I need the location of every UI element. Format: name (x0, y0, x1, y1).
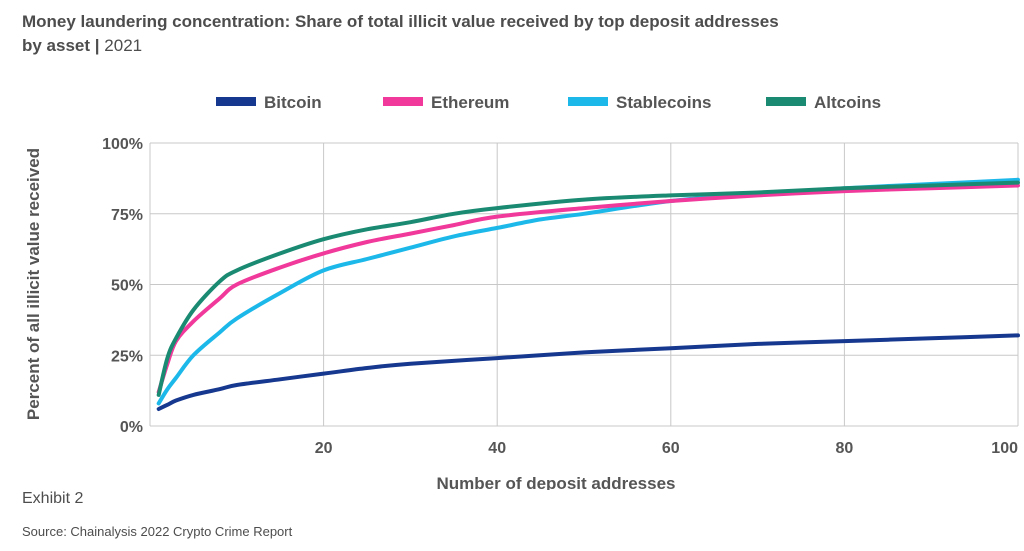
legend-label-altcoins: Altcoins (814, 93, 881, 112)
legend-swatch-bitcoin (216, 97, 256, 106)
x-tick-label: 80 (836, 440, 854, 457)
exhibit-label: Exhibit 2 (22, 490, 84, 507)
legend-swatch-ethereum (383, 97, 423, 106)
legend-label-bitcoin: Bitcoin (264, 93, 322, 112)
chart-title-separator: | (94, 36, 100, 55)
legend-label-ethereum: Ethereum (431, 93, 509, 112)
x-tick-label: 20 (315, 440, 333, 457)
legend-label-stablecoins: Stablecoins (616, 93, 711, 112)
x-tick-label: 40 (488, 440, 506, 457)
y-axis-label: Percent of all illicit value received (24, 148, 43, 420)
legend-swatch-altcoins (766, 97, 806, 106)
y-axis: 0% 25% 50% 75% 100% (102, 136, 143, 436)
x-axis: 20 40 60 80 100 (315, 440, 1018, 457)
series-line-altcoins (156, 180, 1020, 397)
y-tick-label: 100% (102, 136, 143, 153)
x-tick-label: 100 (991, 440, 1018, 457)
legend-swatch-stablecoins (568, 97, 608, 106)
y-tick-label: 75% (111, 207, 143, 224)
x-axis-label: Number of deposit addresses (436, 474, 675, 490)
series-line-ethereum (156, 183, 1020, 394)
y-tick-label: 50% (111, 278, 143, 295)
source-note: Source: Chainalysis 2022 Crypto Crime Re… (22, 524, 293, 539)
series-lines (156, 177, 1020, 411)
y-tick-label: 0% (120, 419, 143, 436)
chart-title-year: 2021 (104, 36, 143, 55)
chart-title: Money laundering concentration: Share of… (22, 10, 782, 58)
legend: Bitcoin Ethereum Stablecoins Altcoins (216, 93, 881, 112)
series-line-bitcoin (156, 333, 1020, 411)
line-chart: Bitcoin Ethereum Stablecoins Altcoins 20 40 6… (24, 93, 1020, 490)
x-tick-label: 60 (662, 440, 680, 457)
y-tick-label: 25% (111, 348, 143, 365)
chart-title-main: Money laundering concentration: Share of… (22, 12, 779, 55)
